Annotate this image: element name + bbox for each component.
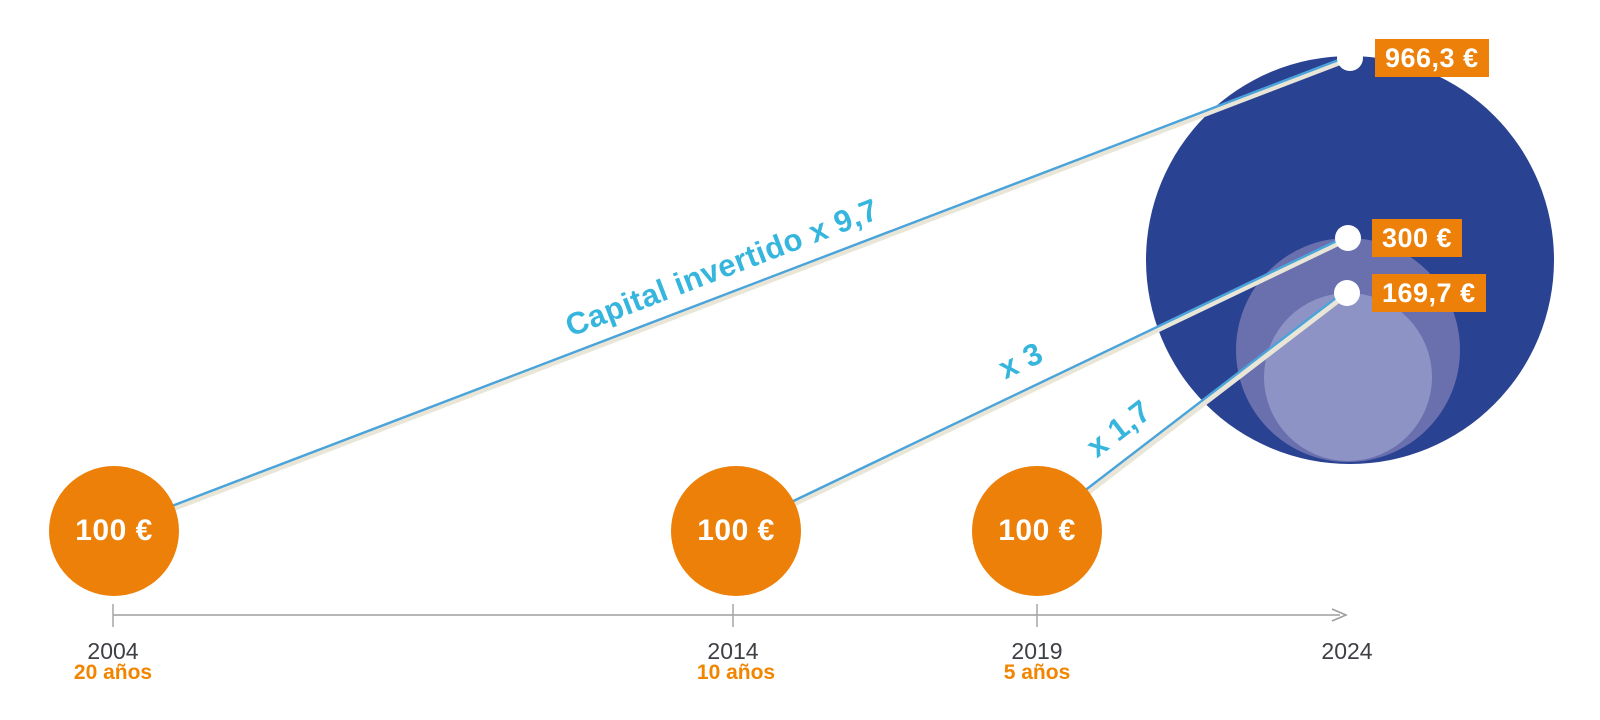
result-bubble-169 (1264, 293, 1432, 461)
ribbon-2004-beige (163, 54, 1352, 515)
year-label-2024: 2024 (1321, 638, 1373, 664)
value-tag-169: 169,7 € (1372, 274, 1486, 312)
value-tag-300: 300 € (1372, 219, 1463, 257)
period-label-2014: 10 años (696, 661, 776, 684)
anchor-dot-300 (1335, 225, 1361, 251)
period-label-2004: 20 años (73, 661, 153, 684)
ribbon-2014-blue (784, 234, 1348, 507)
ribbon-2004-blue (163, 54, 1350, 511)
period-label-2019: 5 años (1003, 661, 1071, 684)
ribbon-2019-beige (1079, 290, 1349, 500)
year-label-2014: 2014 (707, 638, 759, 664)
anchor-dot-169 (1334, 280, 1360, 306)
ribbon-2019-blue (1078, 290, 1346, 496)
invest-bubble-2019: 100 € (972, 466, 1102, 596)
axis-arrow-icon (1331, 608, 1348, 622)
anchor-dot-966 (1337, 45, 1363, 71)
value-tag-966: 966,3 € (1375, 39, 1489, 77)
year-label-2019: 2019 (1011, 638, 1063, 664)
year-label-2004: 2004 (87, 638, 139, 664)
invest-bubble-2004: 100 € (49, 466, 179, 596)
ribbon-2014-beige (784, 235, 1350, 510)
invest-bubble-2014: 100 € (671, 466, 801, 596)
